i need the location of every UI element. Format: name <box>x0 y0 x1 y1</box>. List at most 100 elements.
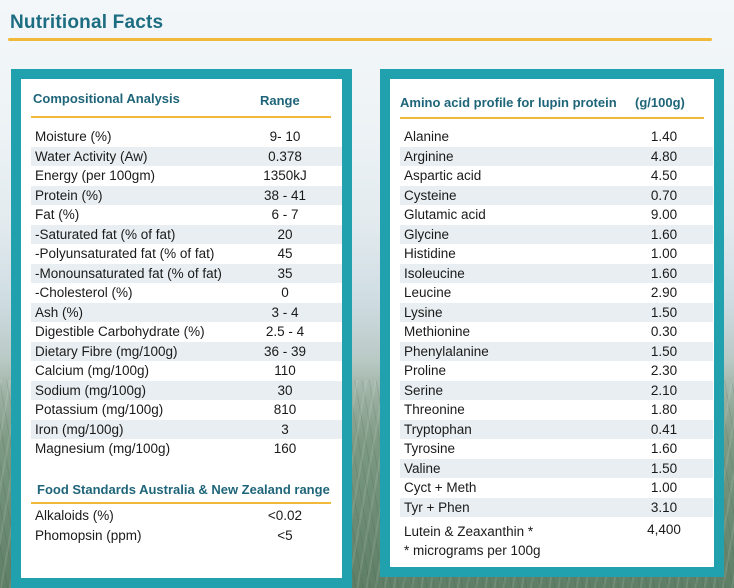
row-label: Tyr + Phen <box>404 499 470 515</box>
row-label: Phomopsin (ppm) <box>35 527 142 543</box>
row-value: 38 - 41 <box>263 187 307 203</box>
table-row: Potassium (mg/100g) 810 <box>31 400 342 420</box>
row-label: Serine <box>404 382 444 398</box>
row-value: 110 <box>274 363 296 378</box>
table-row: Valine 1.50 <box>400 458 713 478</box>
row-label: Lysine <box>404 304 443 320</box>
row-label: Glutamic acid <box>404 207 486 222</box>
row-value: 2.10 <box>650 382 678 398</box>
row-value: 1.50 <box>650 304 678 320</box>
table-row: Glutamic acid 9.00 <box>400 205 713 225</box>
row-label: Iron (mg/100g) <box>35 421 124 437</box>
row-label: -Cholesterol (%) <box>35 285 133 300</box>
row-label: Cyct + Meth <box>404 480 477 495</box>
table-row: Phenylalanine 1.50 <box>400 341 713 361</box>
row-label: Proline <box>404 363 447 378</box>
row-value: <5 <box>277 527 293 543</box>
row-value: 1.50 <box>650 343 678 359</box>
row-value: 0.70 <box>650 187 678 203</box>
row-value: 1.60 <box>650 441 678 456</box>
row-label: Potassium (mg/100g) <box>35 402 164 417</box>
row-value: 810 <box>273 402 297 417</box>
table-row: Dietary Fibre (mg/100g) 36 - 39 <box>31 341 342 361</box>
row-value: 20 <box>277 226 293 242</box>
table-row: -Cholesterol (%) 0 <box>31 283 342 303</box>
table-row: Cysteine 0.70 <box>400 185 713 205</box>
row-label: Tryptophan <box>404 421 472 437</box>
row-value: 1350kJ <box>263 168 307 183</box>
row-value: 2.30 <box>650 363 678 378</box>
table-row: Alkaloids (%) <0.02 <box>31 506 342 526</box>
table-row: Tyr + Phen 3.10 <box>400 497 713 517</box>
compositional-table: Moisture (%) 9- 10 Water Activity (Aw) 0.37… <box>31 127 342 459</box>
table-row: Arginine 4.80 <box>400 146 713 166</box>
row-value: <0.02 <box>267 508 303 523</box>
table-row: Leucine 2.90 <box>400 283 713 303</box>
page-title: Nutritional Facts <box>10 12 164 33</box>
compositional-analysis-card: Compositional Analysis Range Moisture (%… <box>21 79 342 578</box>
table-row: Tryptophan 0.41 <box>400 419 713 439</box>
row-label: Methionine <box>404 324 471 339</box>
table-row: -Monounsaturated fat (% of fat) 35 <box>31 263 342 283</box>
table-row: Tyrosine 1.60 <box>400 439 713 459</box>
lutein-value: 4,400 <box>647 522 681 537</box>
row-value: 3.10 <box>650 499 678 515</box>
row-value: 9.00 <box>650 207 678 222</box>
row-label: Moisture (%) <box>35 129 112 144</box>
row-label: Valine <box>404 460 441 476</box>
row-label: Phenylalanine <box>404 343 489 359</box>
row-value: 2.5 - 4 <box>265 324 305 339</box>
row-value: 1.00 <box>650 480 678 495</box>
header-underline <box>31 116 331 118</box>
row-label: Isoleucine <box>404 265 465 281</box>
row-value: 4.80 <box>650 148 678 164</box>
row-label: Arginine <box>404 148 454 164</box>
row-value: 0.378 <box>268 148 302 164</box>
row-label: Magnesium (mg/100g) <box>35 441 171 456</box>
row-label: Fat (%) <box>35 207 80 222</box>
table-row: Alanine 1.40 <box>400 127 713 147</box>
row-label: Digestible Carbohydrate (%) <box>35 324 205 339</box>
amino-header-underline <box>400 117 704 119</box>
table-row: Fat (%) 6 - 7 <box>31 205 342 225</box>
row-label: Cysteine <box>404 187 457 203</box>
table-row: Protein (%) 38 - 41 <box>31 185 342 205</box>
food-standards-table: Alkaloids (%) <0.02 Phomopsin (ppm) <5 <box>31 506 342 545</box>
row-value: 9- 10 <box>269 129 301 144</box>
table-row: -Polyunsaturated fat (% of fat) 45 <box>31 244 342 264</box>
row-label: Histidine <box>404 246 456 261</box>
unit-header: (g/100g) <box>635 95 685 110</box>
row-value: 30 <box>277 382 293 398</box>
table-row: Sodium (mg/100g) 30 <box>31 380 342 400</box>
table-row: Water Activity (Aw) 0.378 <box>31 146 342 166</box>
row-value: 6 - 7 <box>271 207 299 222</box>
row-value: 1.00 <box>650 246 678 261</box>
row-value: 35 <box>277 265 293 281</box>
table-row: Phomopsin (ppm) <5 <box>31 526 342 546</box>
row-label: Water Activity (Aw) <box>35 148 148 164</box>
row-label: Alanine <box>404 129 450 144</box>
lutein-label: Lutein & Zeaxanthin * <box>404 524 534 539</box>
row-value: 2.90 <box>650 285 678 300</box>
table-row: -Saturated fat (% of fat) 20 <box>31 224 342 244</box>
row-value: 36 - 39 <box>263 343 307 359</box>
row-value: 1.40 <box>650 129 678 144</box>
food-standards-header: Food Standards Australia & New Zealand r… <box>37 482 330 497</box>
row-value: 1.80 <box>650 402 678 417</box>
amino-acid-table: Alanine 1.40 Arginine 4.80 Aspartic acid 4.50… <box>400 127 713 517</box>
table-row: Iron (mg/100g) 3 <box>31 419 342 439</box>
amino-acid-panel: Amino acid profile for lupin protein (g/… <box>380 69 724 577</box>
micrograms-footnote: * micrograms per 100g <box>404 543 541 558</box>
row-value: 3 - 4 <box>271 304 299 320</box>
amino-acid-card: Amino acid profile for lupin protein (g/… <box>390 79 714 567</box>
row-value: 4.50 <box>650 168 678 183</box>
range-header: Range <box>260 93 300 108</box>
table-row: Aspartic acid 4.50 <box>400 166 713 186</box>
row-label: Sodium (mg/100g) <box>35 382 147 398</box>
row-value: 1.60 <box>650 226 678 242</box>
row-label: Protein (%) <box>35 187 103 203</box>
row-label: Aspartic acid <box>404 168 482 183</box>
row-value: 0 <box>281 285 289 300</box>
table-row: Magnesium (mg/100g) 160 <box>31 439 342 459</box>
compositional-analysis-header: Compositional Analysis <box>33 91 180 106</box>
